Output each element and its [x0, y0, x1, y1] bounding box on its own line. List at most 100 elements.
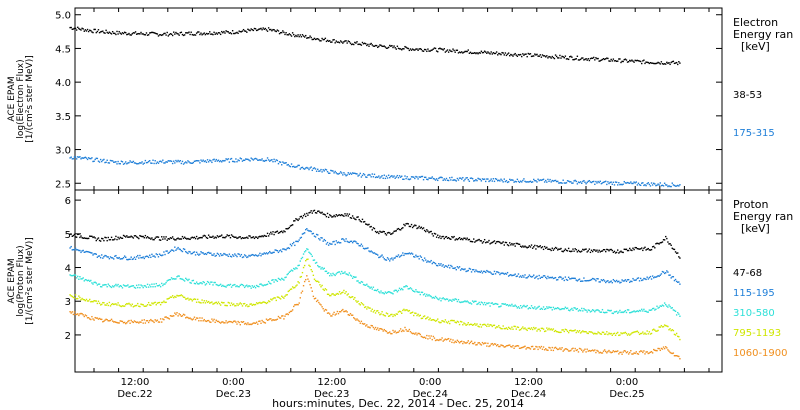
data-point: [120, 33, 123, 35]
data-point: [546, 277, 548, 280]
data-point: [435, 236, 438, 238]
data-point: [185, 161, 187, 163]
data-point: [584, 248, 586, 251]
data-point: [574, 307, 576, 309]
data-point: [334, 170, 336, 173]
data-point: [69, 233, 71, 235]
data-point: [309, 230, 311, 232]
data-point: [475, 324, 477, 326]
data-point: [651, 246, 654, 248]
data-point: [488, 302, 490, 304]
data-point: [558, 182, 560, 184]
data-point: [165, 281, 167, 284]
data-point: [650, 62, 653, 64]
data-point: [529, 275, 532, 278]
data-point: [173, 31, 175, 33]
data-point: [648, 276, 651, 279]
data-point: [81, 278, 83, 280]
data-point: [339, 214, 342, 217]
data-point: [180, 249, 183, 252]
data-point: [514, 52, 516, 55]
data-point: [326, 212, 329, 215]
data-point: [530, 276, 533, 278]
data-point: [204, 320, 207, 322]
data-point: [584, 309, 586, 311]
data-point: [118, 322, 120, 324]
data-point: [312, 167, 315, 170]
data-point: [277, 296, 280, 298]
data-point: [286, 273, 288, 276]
data-point: [105, 304, 107, 306]
data-point: [319, 40, 321, 42]
data-point: [91, 157, 93, 159]
data-point: [91, 252, 93, 254]
data-point: [139, 234, 141, 237]
data-point: [511, 303, 513, 306]
data-point: [237, 32, 239, 35]
data-point: [190, 31, 192, 33]
data-point: [409, 253, 412, 255]
data-point: [215, 301, 217, 304]
data-point: [129, 303, 131, 306]
data-point: [409, 225, 412, 228]
data-point: [493, 303, 496, 305]
data-point: [92, 283, 94, 285]
data-point: [367, 285, 369, 287]
data-point: [192, 251, 195, 254]
data-point: [317, 38, 319, 40]
data-point: [151, 302, 153, 304]
data-point: [453, 299, 455, 301]
data-point: [372, 326, 375, 329]
data-point: [320, 40, 322, 42]
top-panel-xticks: [93, 8, 710, 190]
data-point: [133, 305, 136, 307]
data-point: [231, 321, 234, 324]
data-point: [132, 160, 135, 163]
data-point: [404, 309, 406, 312]
data-point: [546, 327, 548, 329]
data-point: [362, 247, 365, 250]
data-point: [566, 348, 569, 351]
data-point: [645, 333, 647, 335]
data-point: [538, 274, 540, 277]
data-point: [612, 350, 615, 352]
data-point: [128, 319, 130, 322]
data-point: [275, 159, 277, 161]
data-point: [514, 180, 516, 183]
data-point: [289, 243, 292, 246]
data-point: [638, 60, 641, 62]
data-point: [346, 240, 348, 243]
data-point: [535, 54, 537, 56]
data-point: [177, 237, 179, 239]
data-point: [102, 159, 104, 161]
data-point: [299, 297, 301, 299]
data-point: [115, 321, 117, 324]
data-point: [293, 165, 295, 168]
data-point: [265, 252, 268, 254]
data-point: [98, 255, 101, 257]
data-point: [519, 275, 522, 277]
data-point: [275, 30, 277, 33]
data-point: [134, 258, 137, 260]
data-point: [476, 239, 478, 242]
data-point: [399, 311, 402, 313]
data-point: [536, 307, 538, 309]
data-point: [155, 236, 157, 238]
data-point: [459, 238, 462, 241]
data-point: [387, 46, 390, 49]
data-point: [293, 267, 295, 270]
data-point: [259, 283, 261, 286]
data-point: [281, 31, 283, 34]
data-point: [618, 182, 620, 184]
data-point: [638, 333, 641, 336]
data-point: [521, 346, 523, 349]
data-point: [260, 159, 262, 161]
data-point: [344, 213, 346, 215]
data-point: [381, 292, 383, 294]
data-point: [595, 280, 597, 282]
data-point: [634, 246, 636, 249]
data-point: [578, 309, 581, 311]
data-point: [629, 281, 631, 283]
data-point: [383, 231, 385, 233]
data-point: [437, 50, 439, 53]
